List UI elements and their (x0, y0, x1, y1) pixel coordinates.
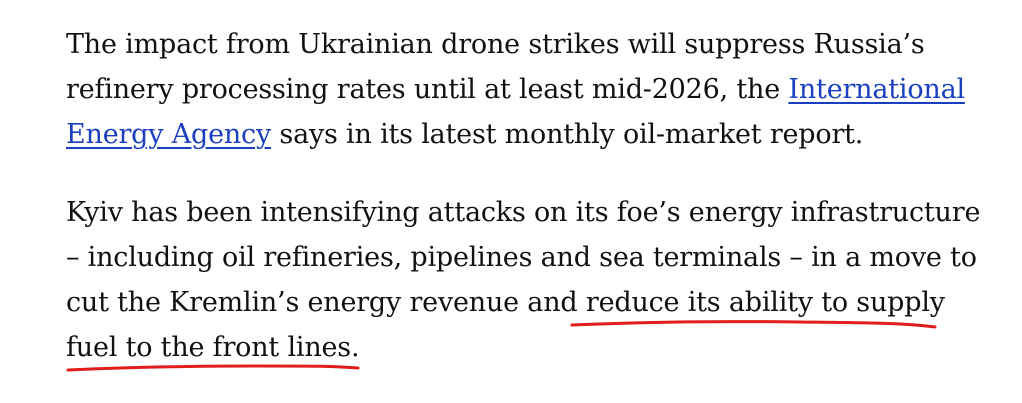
article-body: The impact from Ukrainian drone strikes … (66, 22, 996, 370)
paragraph-2: Kyiv has been intensifying attacks on it… (66, 190, 996, 370)
paragraph-1: The impact from Ukrainian drone strikes … (66, 22, 996, 157)
paragraph-1-text-after: says in its latest monthly oil-market re… (271, 119, 864, 150)
iea-link[interactable]: International Energy Agency (66, 74, 965, 150)
highlighted-phrase: reduce its ability to supply fuel to the… (66, 287, 945, 363)
paragraph-2-text-before: Kyiv has been intensifying attacks on it… (66, 197, 981, 318)
paragraph-1-text-before: The impact from Ukrainian drone strikes … (66, 29, 925, 105)
